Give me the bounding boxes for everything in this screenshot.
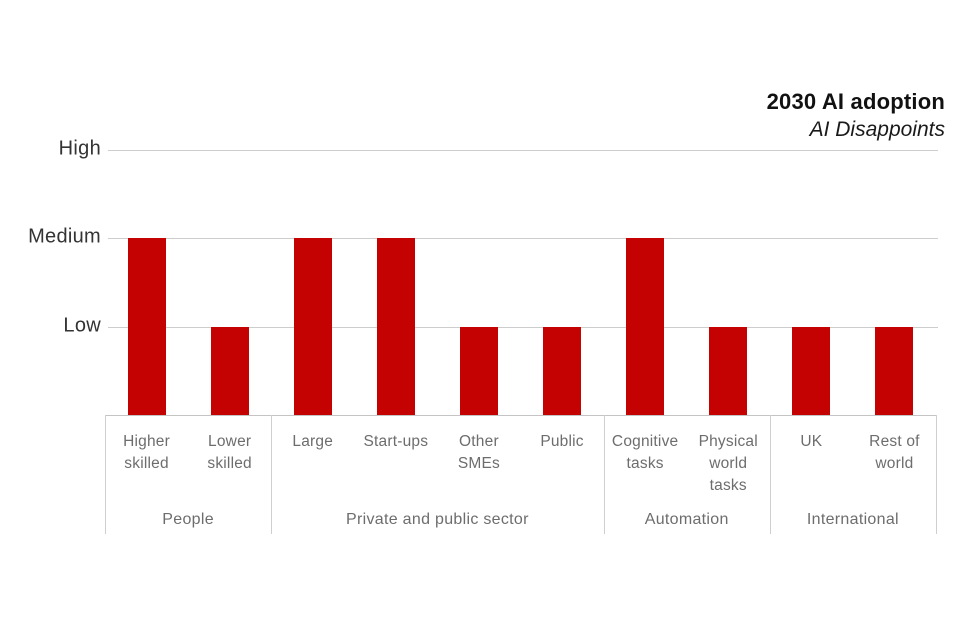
axis-right-edge [936,415,937,534]
group-divider [769,415,771,534]
gridline-high [108,149,938,151]
bar-cognitive-tasks [626,238,665,415]
y-axis-label-low: Low [63,314,101,337]
category-label-physical-world-tasks: Physical world tasks [698,433,758,494]
bar-physical-world-tasks [709,326,748,415]
category-label-public: Public [540,433,584,450]
group-divider [271,415,273,534]
bar-start-ups [376,238,415,415]
gridline-medium [108,238,938,240]
group-label-automation: Automation [644,511,729,528]
bar-rest-of-world [875,326,914,415]
bar-public [543,326,582,415]
bar-higher-skilled [127,238,166,415]
category-label-other-smes: Other SMEs [457,433,500,472]
category-label-higher-skilled: Higher skilled [123,433,170,472]
gridline-low [108,326,938,328]
bar-other-smes [459,326,498,415]
y-axis-label-medium: Medium [28,225,101,248]
axis-left-edge [105,415,106,534]
axis-baseline [105,415,936,416]
title-block: 2030 AI adoption AI Disappoints [767,89,945,142]
category-label-start-ups: Start-ups [363,433,429,450]
bar-lower-skilled [210,326,249,415]
group-divider [603,415,605,534]
bar-large [293,238,332,415]
chart-title: 2030 AI adoption [766,89,945,114]
category-label-large: Large [292,433,334,450]
category-label-lower-skilled: Lower skilled [207,433,252,472]
group-label-private-and-public-sector: Private and public sector [346,511,529,528]
category-label-cognitive-tasks: Cognitive tasks [611,433,679,472]
group-label-international: International [806,511,899,528]
category-label-uk: UK [800,433,823,450]
y-axis-label-high: High [58,137,101,160]
category-label-rest-of-world: Rest of world [869,433,920,472]
bar-uk [792,326,831,415]
chart-subtitle: AI Disappoints [809,118,945,141]
group-label-people: People [162,511,214,528]
